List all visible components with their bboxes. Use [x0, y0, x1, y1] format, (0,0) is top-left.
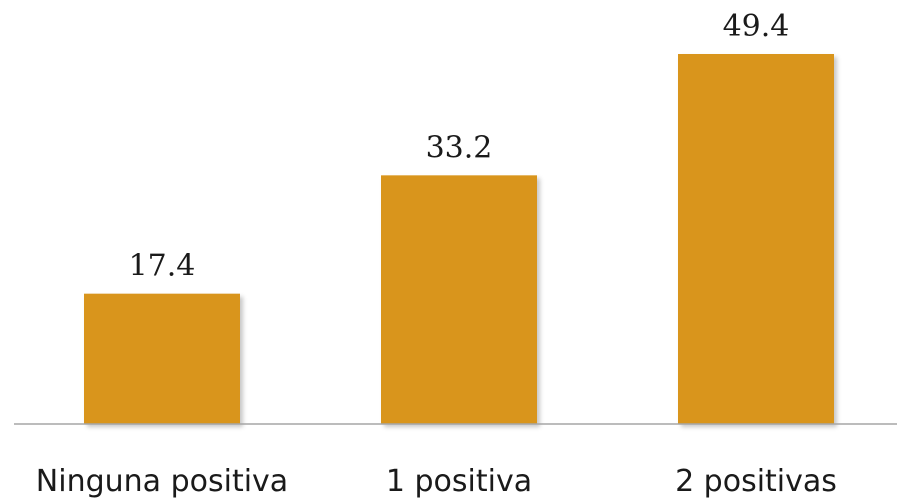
bar-2 — [381, 175, 537, 424]
data-label-2: 33.2 — [426, 130, 493, 165]
data-label-1: 17.4 — [129, 249, 196, 284]
bar-1 — [84, 293, 240, 424]
data-label-3: 49.4 — [723, 9, 790, 44]
data-labels-group: 17.4 33.2 49.4 — [129, 9, 790, 284]
category-label-3: 2 positivas — [675, 464, 837, 499]
bars-group — [84, 54, 834, 424]
category-label-1: Ninguna positiva — [36, 464, 288, 499]
category-labels-group: Ninguna positiva 1 positiva 2 positivas — [36, 464, 837, 499]
category-label-2: 1 positiva — [386, 464, 532, 499]
bar-3 — [678, 54, 834, 424]
